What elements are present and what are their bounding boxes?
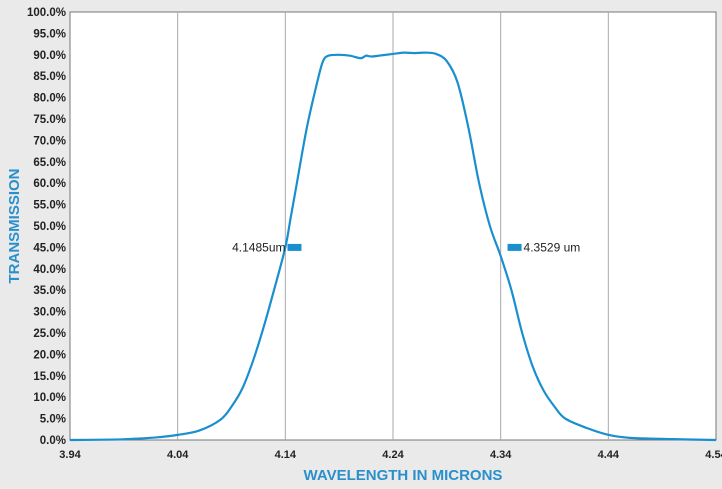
- y-tick-label: 10.0%: [33, 392, 66, 404]
- x-tick-label: 4.24: [382, 449, 404, 461]
- y-tick-label: 25.0%: [33, 328, 66, 340]
- y-tick-label: 80.0%: [33, 93, 66, 105]
- y-tick-label: 95.0%: [33, 28, 66, 40]
- y-tick-label: 70.0%: [33, 135, 66, 147]
- y-tick-label: 45.0%: [33, 242, 66, 254]
- y-tick-label: 20.0%: [33, 349, 66, 361]
- vertical-grid: [177, 12, 609, 440]
- y-tick-label: 35.0%: [33, 285, 66, 297]
- y-tick-label: 55.0%: [33, 200, 66, 212]
- y-tick-label: 30.0%: [33, 307, 66, 319]
- x-axis-title: WAVELENGTH IN MICRONS: [304, 467, 503, 484]
- annotation-label: 4.3529 um: [524, 240, 581, 254]
- x-axis-ticks: 3.94 4.04 4.14 4.24 4.34 4.44 4.54: [59, 449, 722, 461]
- y-tick-label: 75.0%: [33, 114, 66, 126]
- x-tick-label: 4.04: [167, 449, 189, 461]
- annotation-label: 4.1485um: [232, 240, 285, 254]
- x-tick-label: 3.94: [59, 449, 81, 461]
- annotation-marker: [507, 243, 522, 251]
- y-tick-label: 85.0%: [33, 71, 66, 83]
- y-axis-ticks: 0.0% 5.0% 10.0% 15.0% 20.0% 25.0% 30.0% 35.0% 40…: [27, 7, 66, 447]
- y-tick-label: 100.0%: [27, 7, 66, 19]
- y-tick-label: 5.0%: [40, 414, 66, 426]
- x-tick-label: 4.44: [598, 449, 620, 461]
- x-tick-label: 4.54: [705, 449, 722, 461]
- y-axis-title: TRANSMISSION: [6, 168, 23, 283]
- y-tick-label: 90.0%: [33, 50, 66, 62]
- annotation-marker: [287, 243, 302, 251]
- y-tick-label: 60.0%: [33, 178, 66, 190]
- transmission-curve: [69, 51, 717, 442]
- y-tick-label: 40.0%: [33, 264, 66, 276]
- annotations: 4.1485um 4.3529 um: [232, 240, 580, 254]
- x-tick-label: 4.14: [275, 449, 297, 461]
- x-tick-label: 4.34: [490, 449, 512, 461]
- y-tick-label: 0.0%: [40, 435, 66, 447]
- y-tick-label: 65.0%: [33, 157, 66, 169]
- y-tick-label: 15.0%: [33, 371, 66, 383]
- y-tick-label: 50.0%: [33, 221, 66, 233]
